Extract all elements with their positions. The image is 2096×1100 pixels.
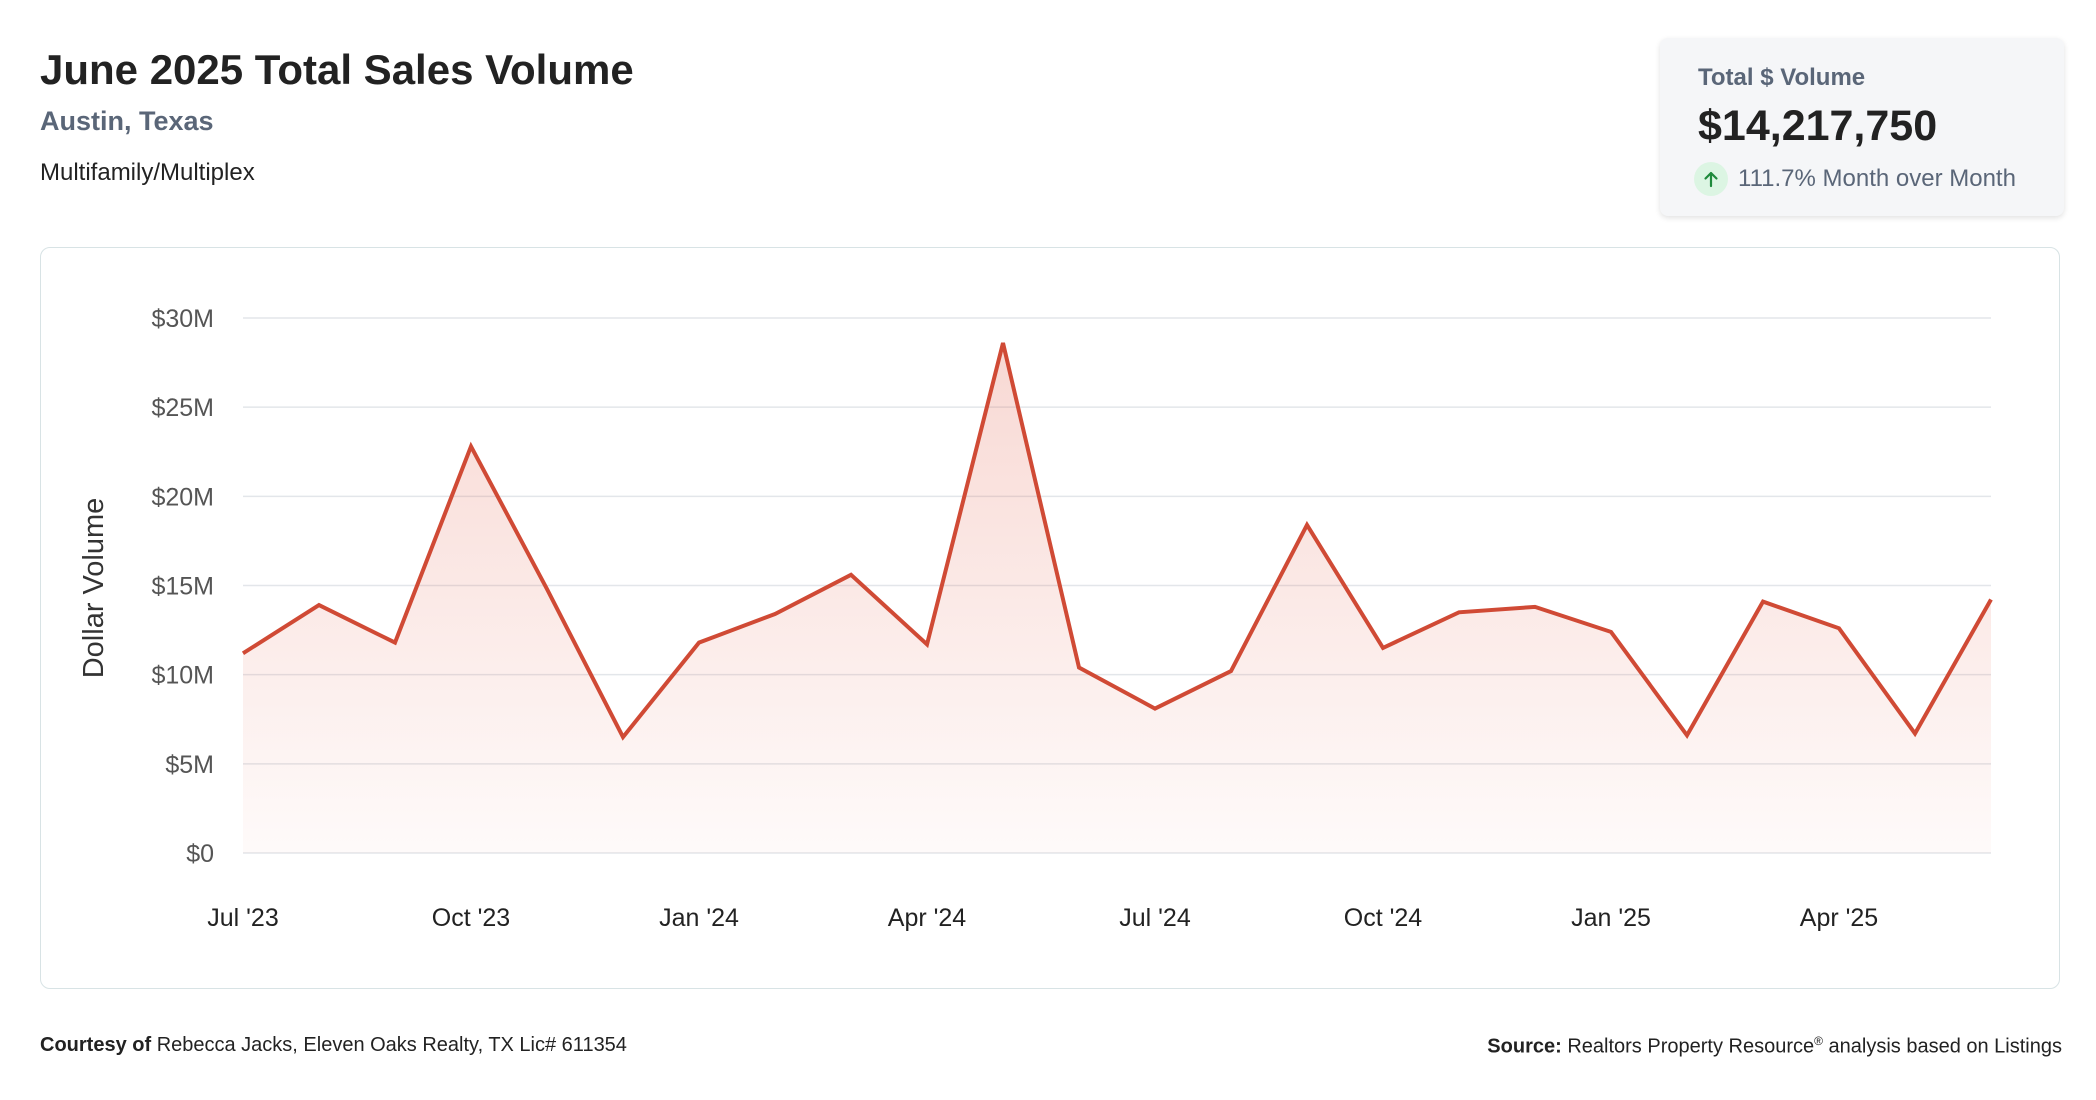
data-point-3[interactable] [463, 438, 479, 454]
data-point-5[interactable] [615, 729, 631, 745]
kpi-change-row: 111.7% Month over Month [1694, 162, 2016, 196]
data-point-23[interactable] [1983, 591, 1999, 607]
x-tick-label: Jul '23 [207, 904, 278, 932]
sales-volume-chart: $0 $5M $10M $15M $20M $25M $30M Jul '23 Oct '23… [78, 305, 1999, 932]
volume-line [241, 342, 1993, 741]
y-tick-label: $25M [151, 394, 214, 422]
data-point-16[interactable] [1451, 604, 1467, 620]
data-point-22[interactable] [1907, 726, 1923, 742]
arrow-up-icon [1694, 162, 1728, 196]
data-point-21[interactable] [1831, 620, 1847, 636]
kpi-value: $14,217,750 [1698, 102, 1938, 150]
data-point-7[interactable] [767, 606, 783, 622]
location-subtitle: Austin, Texas [40, 106, 214, 136]
data-point-8[interactable] [843, 567, 859, 583]
data-point-17[interactable] [1527, 599, 1543, 615]
data-point-15[interactable] [1375, 640, 1391, 656]
data-point-19[interactable] [1679, 727, 1695, 743]
registered-mark: ® [1814, 1034, 1823, 1048]
x-tick-label: Jan '24 [659, 904, 739, 932]
data-point-13[interactable] [1223, 663, 1239, 679]
data-point-10[interactable] [995, 335, 1011, 351]
x-tick-label: Apr '25 [1800, 904, 1878, 932]
footer-courtesy: Courtesy of Rebecca Jacks, Eleven Oaks R… [40, 1034, 627, 1057]
y-tick-label: $30M [151, 305, 214, 333]
source-text: Realtors Property Resource [1567, 1035, 1815, 1058]
x-tick-label: Oct '24 [1344, 904, 1423, 932]
volume-area [243, 343, 1991, 853]
source-text-suffix: analysis based on Listings [1822, 1035, 2063, 1058]
y-tick-label: $5M [165, 751, 214, 779]
x-tick-label: Oct '23 [432, 904, 510, 932]
data-point-20[interactable] [1755, 594, 1771, 610]
data-point-1[interactable] [311, 597, 327, 613]
y-tick-label: $20M [151, 483, 214, 511]
y-tick-label: $0 [186, 840, 214, 868]
kpi-change-text: 111.7% Month over Month [1738, 165, 2016, 192]
source-label: Source: [1487, 1035, 1562, 1058]
data-point-9[interactable] [919, 636, 935, 652]
data-point-0[interactable] [235, 645, 251, 661]
data-point-2[interactable] [387, 635, 403, 651]
total-volume-card: Total $ Volume $14,217,750 111.7% Month … [1660, 38, 2064, 216]
property-category: Multifamily/Multiplex [40, 159, 255, 186]
x-tick-label: Jul '24 [1119, 904, 1191, 932]
y-tick-label: $10M [151, 662, 214, 690]
y-axis-label: Dollar Volume [78, 498, 110, 679]
x-tick-label: Jan '25 [1571, 904, 1651, 932]
data-point-11[interactable] [1071, 660, 1087, 676]
data-point-6[interactable] [691, 635, 707, 651]
chart-card: $0 $5M $10M $15M $20M $25M $30M Jul '23 Oct '23… [40, 247, 2060, 989]
kpi-label: Total $ Volume [1698, 64, 1866, 91]
y-tick-label: $15M [151, 573, 214, 601]
data-point-12[interactable] [1147, 701, 1163, 717]
x-tick-label: Apr '24 [888, 904, 967, 932]
courtesy-text: Rebecca Jacks, Eleven Oaks Realty, TX Li… [156, 1034, 627, 1056]
footer-source: Source: Realtors Property Resource® anal… [1487, 1034, 2062, 1059]
data-point-18[interactable] [1603, 624, 1619, 640]
courtesy-label: Courtesy of [40, 1034, 152, 1056]
page-title: June 2025 Total Sales Volume [40, 46, 634, 93]
data-point-14[interactable] [1299, 517, 1315, 533]
data-point-4[interactable] [539, 581, 555, 597]
